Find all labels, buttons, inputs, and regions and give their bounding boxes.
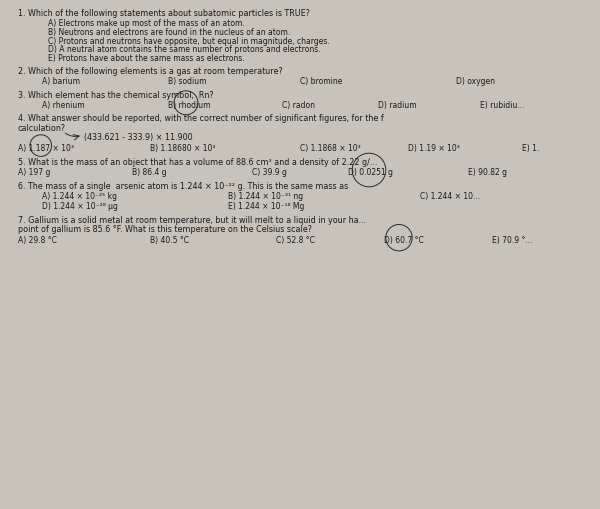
Text: E) 1.: E) 1. <box>522 144 539 153</box>
Text: C) 1.1868 × 10³: C) 1.1868 × 10³ <box>300 144 361 153</box>
Text: 3. Which element has the chemical symbol,  Rn?: 3. Which element has the chemical symbol… <box>18 91 214 100</box>
Text: E) 90.82 g: E) 90.82 g <box>468 168 507 177</box>
Text: C) radon: C) radon <box>282 101 315 110</box>
Text: A) 1.187 × 10³: A) 1.187 × 10³ <box>18 144 74 153</box>
Text: D) radium: D) radium <box>378 101 416 110</box>
Text: 7. Gallium is a solid metal at room temperature, but it will melt to a liquid in: 7. Gallium is a solid metal at room temp… <box>18 216 366 225</box>
Text: A) 29.8 °C: A) 29.8 °C <box>18 236 57 245</box>
Text: D) A neutral atom contains the same number of protons and electrons.: D) A neutral atom contains the same numb… <box>48 45 320 54</box>
Text: B) sodium: B) sodium <box>168 77 206 87</box>
Text: A) 1.244 × 10⁻²⁵ kg: A) 1.244 × 10⁻²⁵ kg <box>42 192 117 202</box>
Text: B) 40.5 °C: B) 40.5 °C <box>150 236 189 245</box>
Text: E) rubidiu...: E) rubidiu... <box>480 101 524 110</box>
Text: 6. The mass of a single  arsenic atom is 1.244 × 10⁻²² g. This is the same mass : 6. The mass of a single arsenic atom is … <box>18 182 348 191</box>
Text: C) 39.9 g: C) 39.9 g <box>252 168 287 177</box>
Text: D) 1.244 × 10⁻²⁸ μg: D) 1.244 × 10⁻²⁸ μg <box>42 202 118 211</box>
Text: A) rhenium: A) rhenium <box>42 101 85 110</box>
Text: 4. What answer should be reported, with the correct number of significant figure: 4. What answer should be reported, with … <box>18 114 384 123</box>
Text: A) 197 g: A) 197 g <box>18 168 50 177</box>
Text: D) 0.0251 g: D) 0.0251 g <box>348 168 393 177</box>
Text: B) 1.244 × 10⁻³¹ ng: B) 1.244 × 10⁻³¹ ng <box>228 192 303 202</box>
Text: C) bromine: C) bromine <box>300 77 343 87</box>
Text: 5. What is the mass of an object that has a volume of 88.6 cm³ and a density of : 5. What is the mass of an object that ha… <box>18 158 377 167</box>
Text: E) 1.244 × 10⁻¹⁸ Mg: E) 1.244 × 10⁻¹⁸ Mg <box>228 202 304 211</box>
Text: D) 1.19 × 10³: D) 1.19 × 10³ <box>408 144 460 153</box>
Text: B) 1.18680 × 10³: B) 1.18680 × 10³ <box>150 144 215 153</box>
Text: D) oxygen: D) oxygen <box>456 77 495 87</box>
Text: B) rhodium: B) rhodium <box>168 101 211 110</box>
Text: B) Neutrons and electrons are found in the nucleus of an atom.: B) Neutrons and electrons are found in t… <box>48 28 290 37</box>
Text: D) 60.7 °C: D) 60.7 °C <box>384 236 424 245</box>
Text: (433.621 - 333.9) × 11.900: (433.621 - 333.9) × 11.900 <box>84 133 193 143</box>
Text: C) 52.8 °C: C) 52.8 °C <box>276 236 315 245</box>
Text: E) 70.9 °...: E) 70.9 °... <box>492 236 533 245</box>
Text: A) Electrons make up most of the mass of an atom.: A) Electrons make up most of the mass of… <box>48 19 245 29</box>
Text: B) 86.4 g: B) 86.4 g <box>132 168 167 177</box>
Text: point of gallium is 85.6 °F. What is this temperature on the Celsius scale?: point of gallium is 85.6 °F. What is thi… <box>18 225 312 235</box>
Text: 1. Which of the following statements about subatomic particles is TRUE?: 1. Which of the following statements abo… <box>18 9 310 18</box>
Text: C) 1.244 × 10...: C) 1.244 × 10... <box>420 192 480 202</box>
Text: 2. Which of the following elements is a gas at room temperature?: 2. Which of the following elements is a … <box>18 67 283 76</box>
Text: C) Protons and neutrons have opposite, but equal in magnitude, charges.: C) Protons and neutrons have opposite, b… <box>48 37 330 46</box>
Text: E) Protons have about the same mass as electrons.: E) Protons have about the same mass as e… <box>48 54 245 63</box>
Text: A) barium: A) barium <box>42 77 80 87</box>
Text: calculation?: calculation? <box>18 124 66 133</box>
